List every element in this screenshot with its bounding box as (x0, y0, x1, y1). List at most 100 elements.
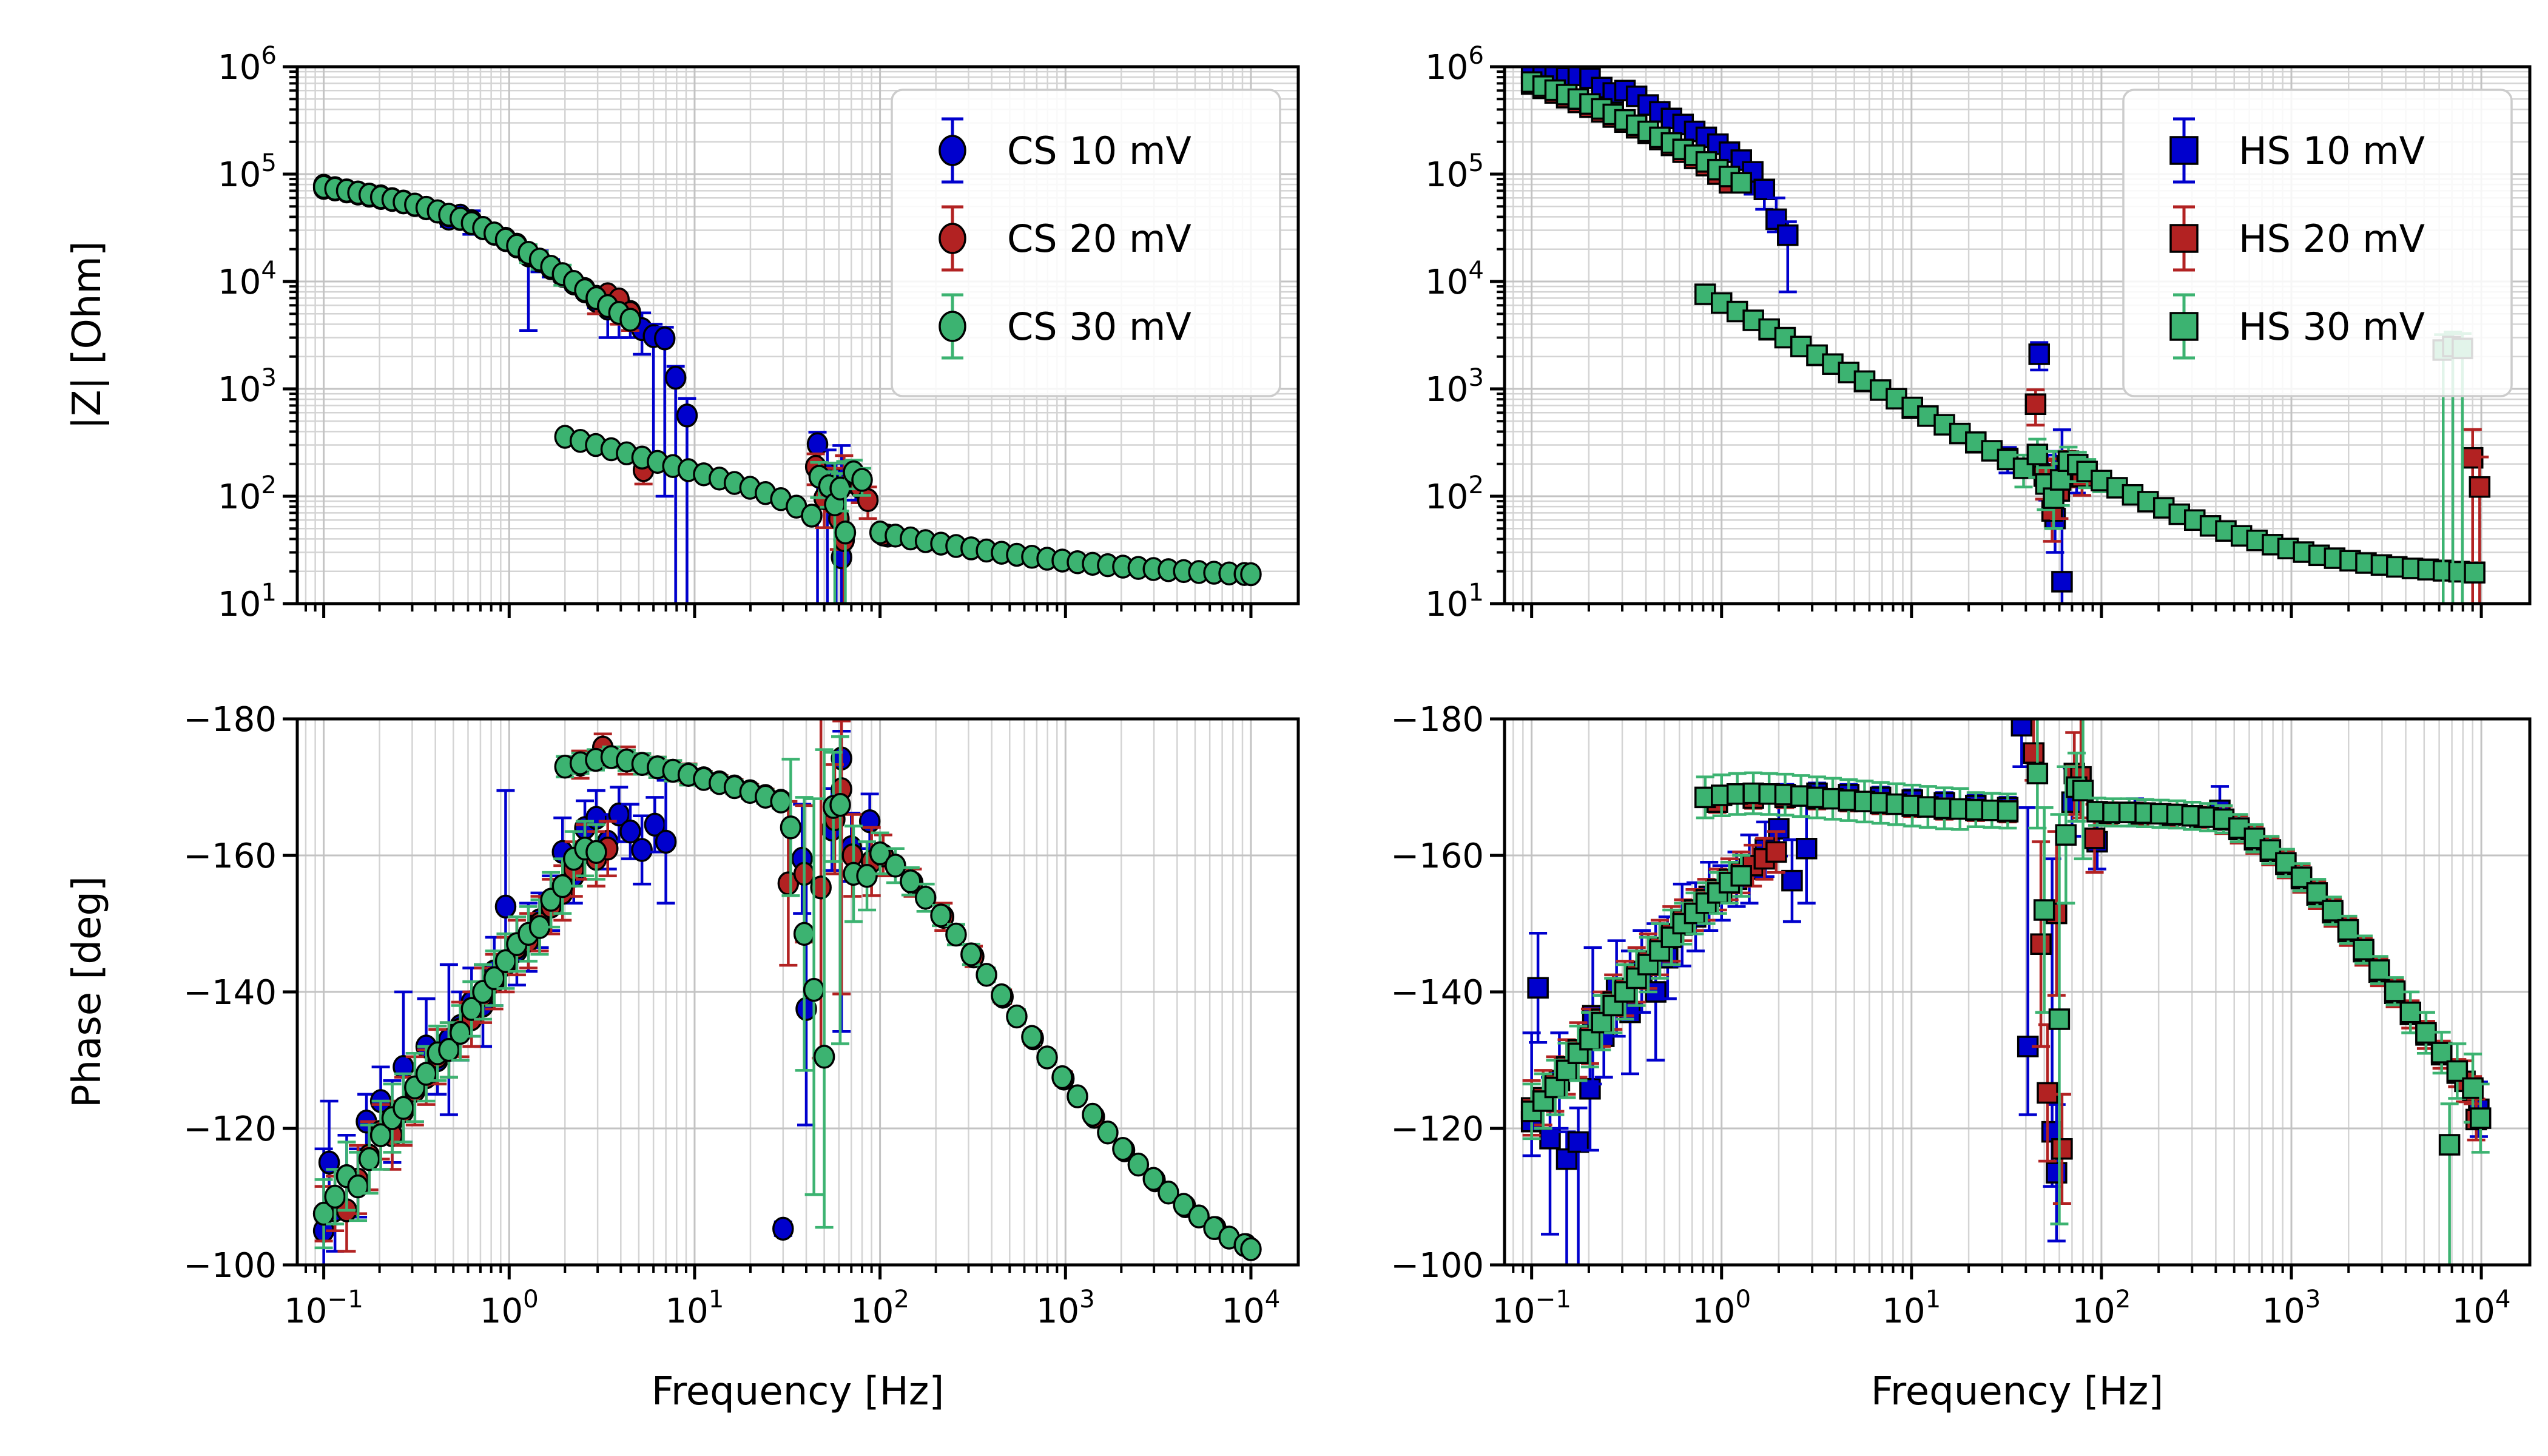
data-point (1112, 1137, 1134, 1161)
data-point (369, 1123, 392, 1147)
series-area-cs-magnitude (312, 174, 1262, 604)
data-point (2438, 1134, 2461, 1156)
data-point (2430, 1042, 2453, 1063)
x-tick-label: 101 (1882, 1285, 1941, 1331)
data-point (1240, 562, 1262, 587)
x-tick-label: 103 (1036, 1285, 1095, 1331)
y-tick-label: 102 (218, 471, 277, 517)
data-point (483, 966, 505, 991)
data-point (1730, 172, 1752, 194)
data-point (393, 1096, 414, 1120)
data-point (858, 809, 881, 834)
data-point (2033, 899, 2055, 921)
y-tick-label: −120 (1390, 1110, 1484, 1149)
data-point (2028, 343, 2051, 365)
data-point (1006, 1004, 1028, 1029)
x-tick-label: 10−1 (1492, 1285, 1571, 1331)
data-point (1579, 1078, 1601, 1100)
data-point (930, 903, 952, 928)
data-point (460, 997, 483, 1021)
legend-label: HS 20 mV (2239, 217, 2425, 261)
ticks-cs-phase (283, 717, 1253, 1279)
data-point (324, 1184, 346, 1209)
data-point (676, 403, 698, 428)
data-point (869, 841, 891, 866)
data-point (960, 942, 982, 966)
y-tick-label: 101 (218, 578, 277, 624)
y-axis-label-cs-phase: Phase [deg] (65, 876, 110, 1108)
data-point (2306, 882, 2328, 904)
panel-cs-magnitude: 101 102 103 104 105 106 |Z| [Ohm] CS 10 mV CS 20… (65, 41, 1300, 624)
data-point (900, 869, 922, 894)
x-tick-label: 100 (480, 1285, 539, 1331)
data-point (2026, 443, 2049, 465)
y-tick-label: −180 (183, 700, 277, 740)
data-point (1795, 838, 1818, 860)
y-tick-label: −120 (183, 1110, 277, 1149)
data-point (2024, 393, 2047, 416)
data-point (2083, 827, 2106, 849)
data-point (1240, 1237, 1262, 1261)
legend-item-cs-30-mv: CS 30 mV (939, 293, 1191, 360)
data-point (856, 864, 878, 888)
y-tick-label: 103 (1425, 363, 1484, 410)
data-point (1173, 1193, 1195, 1217)
data-point (780, 815, 802, 840)
data-point (653, 326, 676, 351)
axes-spines (295, 65, 1300, 605)
data-point (2368, 959, 2390, 981)
data-point (770, 789, 792, 814)
data-point (2051, 571, 2073, 593)
legend-hs-magnitude: HS 10 mV HS 20 mV HS 30 mV (2122, 89, 2513, 397)
data-point (1997, 800, 2019, 822)
data-point (1158, 1181, 1179, 1205)
data-point (991, 983, 1013, 1008)
data-point (1777, 224, 1799, 246)
data-point (803, 977, 825, 1002)
x-tick-label: 10−1 (284, 1285, 363, 1331)
legend-marker-square (2169, 136, 2199, 165)
legend-label: CS 10 mV (1007, 129, 1191, 173)
y-tick-label: −160 (183, 837, 277, 876)
data-point (2055, 824, 2077, 846)
data-point (1051, 1065, 1073, 1090)
series-area-hs-phase (1520, 719, 2492, 1265)
data-point (1567, 1131, 1589, 1153)
data-point (834, 520, 857, 545)
legend-item-hs-30-mv: HS 30 mV (2169, 293, 2425, 360)
ticks-hs-magnitude (1490, 65, 2483, 618)
data-point (644, 812, 666, 837)
legend-label: HS 30 mV (2239, 305, 2425, 349)
data-point (1036, 1045, 1058, 1070)
data-point (1082, 1102, 1104, 1127)
data-point (851, 468, 873, 492)
panel-hs-magnitude: 101 102 103 104 105 106 HS 10 mV HS 20 mV HS 30 … (1425, 41, 2532, 624)
y-tick-label: 106 (1425, 41, 1484, 87)
series-cs-30-mv (312, 735, 1262, 1261)
x-tick-label: 100 (1692, 1285, 1751, 1331)
data-point (2290, 866, 2313, 888)
y-tick-label: 103 (218, 363, 277, 410)
legend-marker-circle (939, 135, 966, 166)
y-tick-label: −100 (183, 1246, 277, 1286)
data-point (1188, 1204, 1210, 1228)
data-point (2464, 562, 2486, 584)
data-point (2415, 1022, 2437, 1044)
legend-item-hs-10-mv: HS 10 mV (2169, 117, 2425, 184)
data-point (1539, 1128, 1561, 1150)
data-point (2030, 933, 2052, 955)
y-axis-label-cs-magnitude: |Z| [Ohm] (65, 241, 110, 430)
data-point (358, 1147, 380, 1171)
data-point (449, 1020, 471, 1045)
data-point (1127, 1152, 1150, 1177)
data-point (945, 922, 967, 947)
legend-cs-magnitude: CS 10 mV CS 20 mV CS 30 mV (891, 89, 1281, 397)
data-point (2469, 476, 2491, 498)
x-axis-label-cs-phase: Frequency [Hz] (652, 1369, 945, 1414)
data-point (976, 963, 997, 987)
legend-marker-circle (939, 223, 966, 254)
series-cs-30-mv (312, 175, 1262, 604)
